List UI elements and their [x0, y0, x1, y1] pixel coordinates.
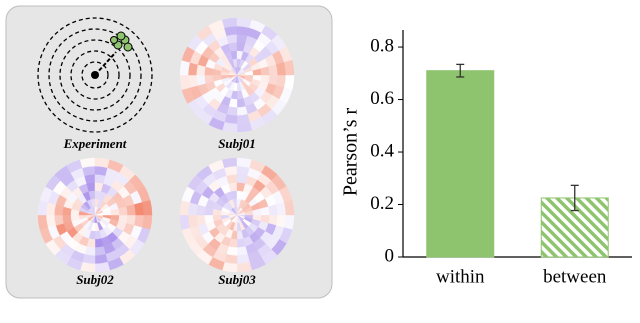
polar-cell [45, 214, 56, 228]
panel-label: Subj03 [218, 272, 256, 287]
polar-cell [224, 165, 238, 176]
polar-cell [187, 74, 198, 88]
polar-cell [276, 62, 287, 76]
panel-label: Experiment [63, 136, 127, 151]
polar-cell [196, 214, 206, 226]
polar-cell [79, 157, 96, 169]
polar-cell [221, 261, 238, 273]
polar-cell [226, 174, 238, 184]
y-tick-label: 0.6 [370, 88, 394, 109]
polar-cell [187, 214, 198, 228]
polar-cell [283, 59, 295, 76]
polar-cell [37, 214, 49, 231]
polar-cell [224, 25, 238, 36]
polar-cell [84, 174, 96, 184]
polar-cell [37, 199, 49, 216]
polar-cell [134, 202, 145, 216]
polar-cell [179, 214, 191, 231]
polar-cell [268, 64, 278, 76]
polar-cell [236, 114, 250, 125]
polar-cell [196, 74, 206, 86]
polar-cell [221, 17, 238, 29]
polar-cell [283, 214, 295, 231]
y-tick-label: 0.4 [370, 140, 394, 161]
panel-label: Subj02 [76, 272, 114, 287]
polar-maps [37, 17, 295, 273]
y-tick-label: 0 [385, 245, 395, 266]
panel-label: Subj01 [218, 136, 256, 151]
polar-cell [141, 199, 153, 216]
polar-cell [54, 214, 64, 226]
polar-cell [221, 121, 238, 133]
polar-cell [268, 204, 278, 216]
polar-cell [276, 202, 287, 216]
experiment-diagram [37, 17, 153, 133]
polar-cell [79, 261, 96, 273]
polar-cell [236, 261, 253, 273]
polar-cell [179, 59, 191, 76]
polar-cell [82, 165, 96, 176]
polar-cell [141, 214, 153, 231]
polar-cell [283, 74, 295, 91]
x-tick-label: within [436, 266, 485, 287]
bar [426, 70, 495, 258]
polar-cell [236, 121, 253, 133]
y-tick-label: 0.8 [370, 35, 394, 56]
polar-cell [236, 254, 250, 265]
polar-cell [221, 157, 238, 169]
y-axis-label: Pearson’s r [340, 108, 362, 197]
y-tick-label: 0.2 [370, 193, 394, 214]
polar-cell [226, 34, 238, 44]
polar-cell [236, 157, 253, 169]
polar-cell [179, 74, 191, 91]
polar-cell [94, 246, 106, 256]
polar-cell [94, 157, 111, 169]
polar-cell [179, 199, 191, 216]
x-tick-label: between [543, 266, 607, 287]
polar-cell [236, 17, 253, 29]
polar-cell [283, 199, 295, 216]
polar-cell [126, 204, 136, 216]
experiment-arrow [91, 31, 133, 79]
polar-cell [94, 261, 111, 273]
polar-cell [236, 246, 248, 256]
polar-cell [236, 106, 248, 116]
polar-cell [94, 254, 108, 265]
